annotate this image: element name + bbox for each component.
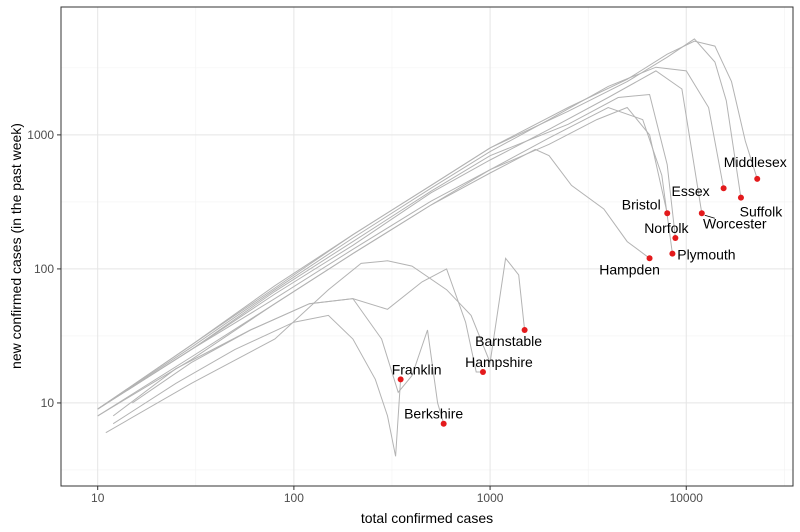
point-labels: Middlesex Suffolk Essex Worcester Bristol Nor… [392, 154, 787, 422]
label-middlesex: Middlesex [724, 154, 787, 170]
label-hampshire: Hampshire [465, 354, 533, 370]
x-tick-label: 10000 [670, 491, 704, 505]
label-leader-worcester [704, 214, 715, 219]
series-line-barnstable [105, 257, 526, 434]
label-barnstable: Barnstable [475, 333, 542, 349]
series-line-middlesex [97, 40, 758, 410]
end-point-hampden [646, 255, 653, 262]
x-tick-label: 10 [91, 491, 105, 505]
y-axis-title: new confirmed cases (in the past week) [8, 123, 24, 369]
x-axis-title: total confirmed cases [361, 510, 493, 526]
end-point-berkshire [440, 420, 447, 427]
label-essex: Essex [672, 183, 710, 199]
x-axis-ticks: 10 100 1000 10000 [91, 486, 703, 505]
series-end-points [397, 175, 761, 427]
end-point-bristol [664, 210, 671, 217]
label-worcester: Worcester [703, 215, 767, 231]
series-line-hampden [97, 148, 650, 417]
end-point-hampshire [479, 369, 486, 376]
grid [61, 7, 793, 486]
end-point-worcester [698, 210, 705, 217]
x-tick-label: 1000 [477, 491, 504, 505]
label-bristol: Bristol [622, 196, 661, 212]
series-line-franklin [112, 314, 402, 457]
end-point-barnstable [521, 327, 528, 334]
label-franklin: Franklin [392, 361, 442, 377]
label-plymouth: Plymouth [677, 247, 735, 263]
series-line-worcester [97, 70, 703, 410]
end-point-middlesex [754, 175, 761, 182]
end-point-suffolk [737, 194, 744, 201]
series-line-norfolk [97, 93, 676, 410]
end-point-plymouth [669, 250, 676, 257]
label-suffolk: Suffolk [740, 204, 784, 220]
series-line-essex [97, 66, 725, 410]
series-line-suffolk [97, 38, 742, 410]
series-line-plymouth [97, 106, 673, 417]
x-tick-label: 100 [284, 491, 304, 505]
plot-panel-border [60, 6, 794, 487]
series-line-hampshire [112, 268, 483, 417]
end-point-norfolk [672, 235, 679, 242]
label-berkshire: Berkshire [404, 406, 463, 422]
series-line-berkshire [132, 298, 445, 424]
y-axis-ticks: 10 100 1000 [27, 128, 61, 410]
y-tick-label: 1000 [27, 128, 54, 142]
y-tick-label: 10 [41, 396, 55, 410]
label-hampden: Hampden [599, 261, 660, 277]
end-point-franklin [397, 376, 404, 383]
label-norfolk: Norfolk [644, 220, 689, 236]
series-lines [97, 38, 758, 457]
y-tick-label: 100 [34, 262, 54, 276]
end-point-essex [720, 185, 727, 192]
